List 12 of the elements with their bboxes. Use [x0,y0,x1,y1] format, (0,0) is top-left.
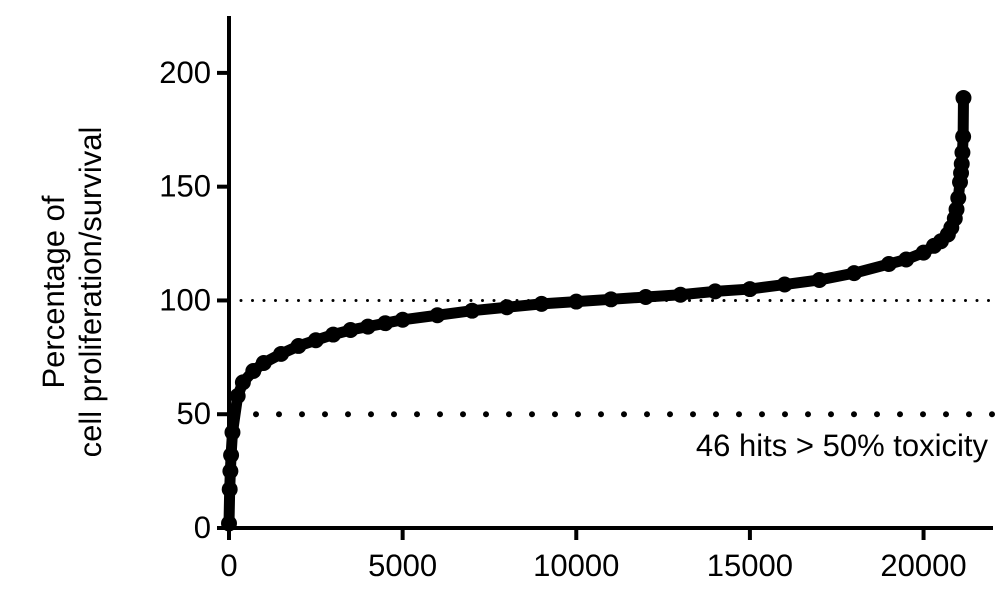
y-tick-label: 50 [176,396,211,432]
y-tick-label: 200 [159,54,211,90]
x-tick-label: 0 [220,548,238,583]
x-tick-label: 20000 [880,548,967,583]
y-tick-label: 0 [194,510,211,545]
x-tick-label: 10000 [533,548,620,583]
y-tick-label: 150 [159,168,211,204]
x-tick-label: 15000 [706,548,794,583]
y-tick-label: 100 [159,282,211,318]
x-tick-label: 5000 [368,548,438,583]
y-axis-title: Percentage of cell proliferation/survival [36,126,108,458]
annotation: 46 hits > 50% toxicity [696,428,988,464]
